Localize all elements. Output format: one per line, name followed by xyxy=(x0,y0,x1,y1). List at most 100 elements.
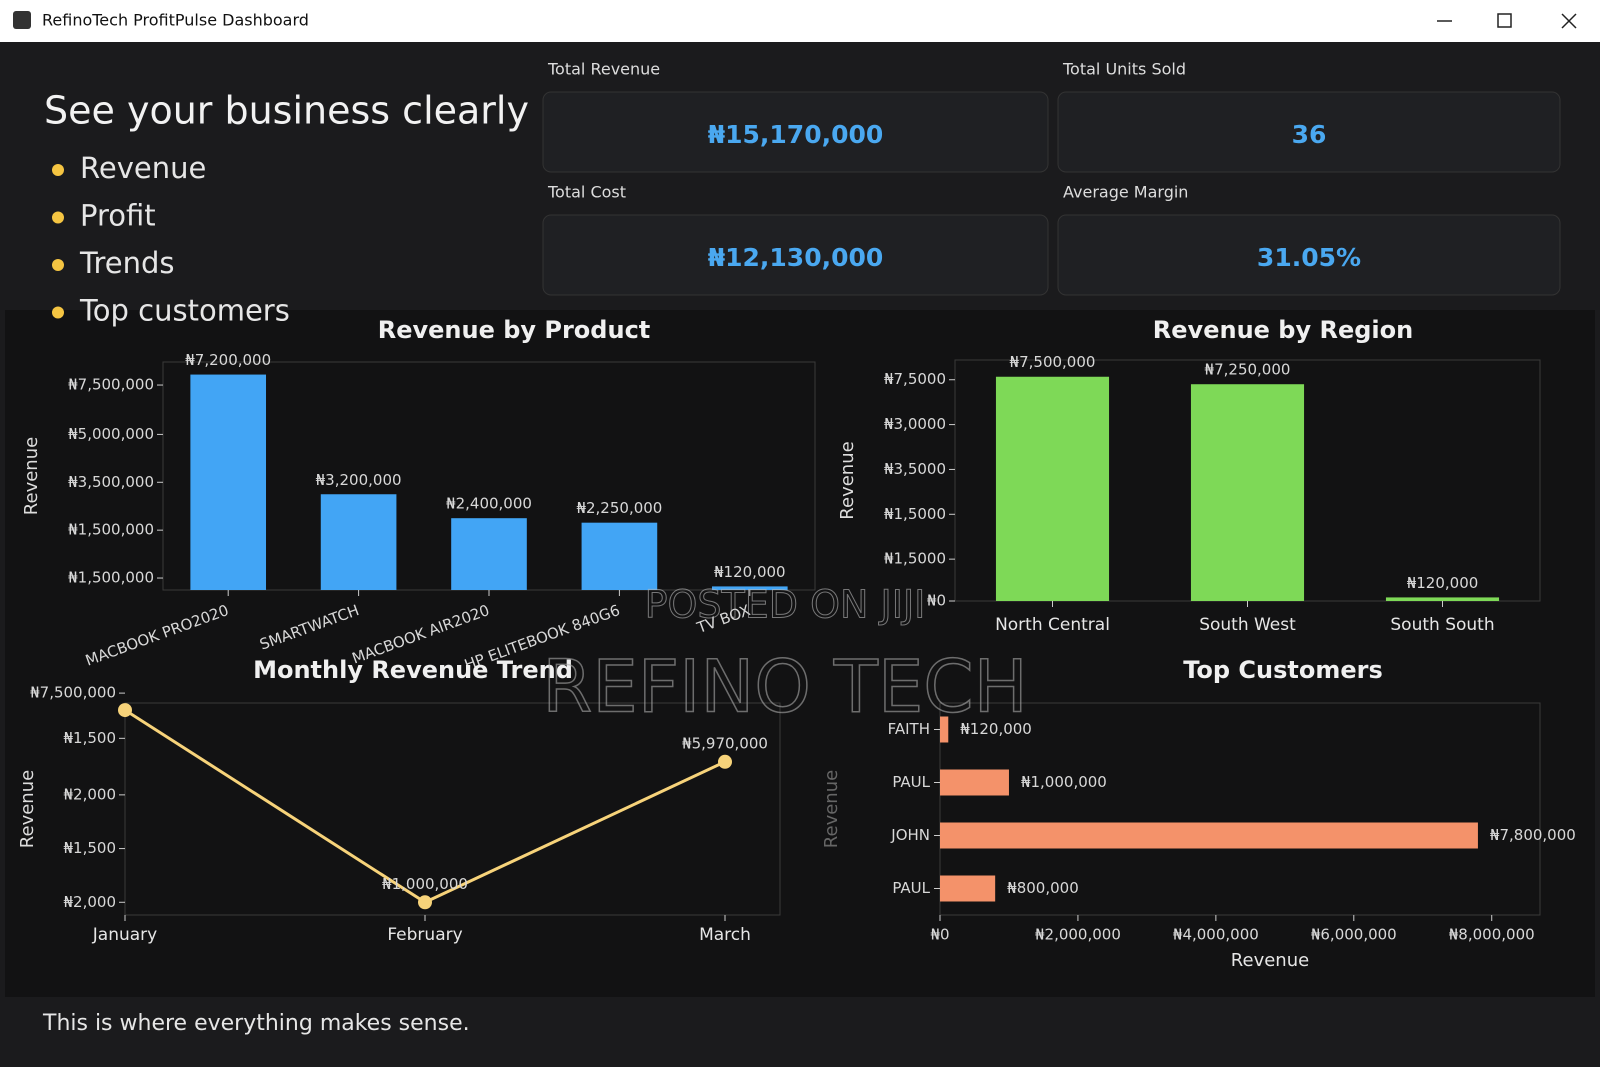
x-tick-label: North Central xyxy=(995,615,1110,635)
y-tick-label: ₦3,5000 xyxy=(884,460,946,478)
bullet-item: Profit xyxy=(80,199,156,233)
y-tick-label: ₦7,500,000 xyxy=(68,376,154,394)
bar xyxy=(940,875,996,902)
bar xyxy=(190,374,267,590)
kpi-value: 31.05% xyxy=(1257,243,1361,272)
charts-panel xyxy=(5,310,1595,997)
x-tick-label: ₦2,000,000 xyxy=(1035,926,1121,944)
kpi-card xyxy=(1057,214,1561,296)
bar xyxy=(1190,384,1305,601)
bar xyxy=(320,494,397,590)
y-tick-label: PAUL xyxy=(892,773,930,791)
watermark: REFINO TECH xyxy=(542,645,1027,729)
x-tick-label: ₦8,000,000 xyxy=(1449,926,1535,944)
x-tick-label: ₦0 xyxy=(930,926,949,944)
bullet-dot xyxy=(52,211,64,224)
bullet-dot xyxy=(52,259,64,271)
y-tick-label: ₦1,500,000 xyxy=(68,569,154,587)
data-label: ₦7,200,000 xyxy=(185,351,271,369)
y-tick-label: ₦0 xyxy=(927,592,946,610)
data-label: ₦1,000,000 xyxy=(1021,773,1107,791)
x-tick-label: South South xyxy=(1390,615,1494,635)
title-bar xyxy=(0,0,1600,42)
bullet-item: Top customers xyxy=(79,294,290,328)
kpi-label: Total Units Sold xyxy=(1062,60,1186,79)
bar xyxy=(940,822,1478,849)
x-tick-label: ₦4,000,000 xyxy=(1173,926,1259,944)
kpi-card xyxy=(542,91,1049,173)
bar xyxy=(995,376,1110,601)
y-tick-label: ₦7,500,000 xyxy=(30,684,116,702)
x-tick-label: ₦6,000,000 xyxy=(1311,926,1397,944)
y-tick-label: ₦3,500,000 xyxy=(68,473,154,491)
point xyxy=(118,703,132,718)
chart-title: Revenue by Region xyxy=(1153,316,1413,344)
x-tick-label: South West xyxy=(1199,615,1296,635)
x-tick-label: March xyxy=(699,925,751,945)
y-tick-label: ₦7,5000 xyxy=(884,370,946,388)
kpi-card xyxy=(1057,91,1561,173)
x-tick-label: January xyxy=(92,925,157,945)
bullet-item: Trends xyxy=(79,246,174,280)
kpi-value: ₦15,170,000 xyxy=(708,120,884,149)
data-label: ₦7,800,000 xyxy=(1490,826,1576,844)
data-label: ₦7,250,000 xyxy=(1205,361,1291,379)
kpi-card xyxy=(542,214,1049,296)
bar xyxy=(1385,597,1500,601)
y-axis-label: Revenue xyxy=(821,770,842,848)
data-label: ₦2,250,000 xyxy=(576,499,662,517)
bar xyxy=(451,518,527,590)
bullet-item: Revenue xyxy=(80,151,206,185)
point xyxy=(718,754,732,769)
y-tick-label: ₦5,000,000 xyxy=(68,425,154,443)
watermark: POSTED ON JIJI xyxy=(645,583,926,627)
bar xyxy=(581,522,658,590)
data-label: ₦120,000 xyxy=(960,720,1032,738)
y-tick-label: ₦1,5000 xyxy=(884,550,946,568)
data-label: ₦2,400,000 xyxy=(446,495,532,513)
bar xyxy=(711,586,788,590)
kpi-label: Total Revenue xyxy=(547,60,660,79)
plot-frame xyxy=(939,702,1541,916)
x-tick-label: February xyxy=(387,925,462,945)
point xyxy=(418,895,432,910)
data-label: ₦5,970,000 xyxy=(682,734,768,752)
data-label: ₦120,000 xyxy=(714,563,786,581)
y-tick-label: FAITH xyxy=(888,720,930,738)
kpi-label: Total Cost xyxy=(547,183,626,202)
y-tick-label: ₦1,500 xyxy=(64,729,117,747)
y-tick-label: JOHN xyxy=(890,826,930,844)
kpi-value: 36 xyxy=(1292,120,1327,149)
y-tick-label: ₦1,500,000 xyxy=(68,521,154,539)
y-tick-label: ₦1,5000 xyxy=(884,505,946,523)
y-tick-label: ₦3,0000 xyxy=(884,415,946,433)
data-label: ₦3,200,000 xyxy=(316,471,402,489)
app-icon xyxy=(13,11,31,29)
bar xyxy=(940,716,949,743)
bar xyxy=(940,769,1009,796)
chart-title: Monthly Revenue Trend xyxy=(253,656,573,684)
window-title: RefinoTech ProfitPulse Dashboard xyxy=(42,11,309,30)
data-label: ₦120,000 xyxy=(1407,574,1479,592)
y-tick-label: ₦2,000 xyxy=(64,893,117,911)
kpi-value: ₦12,130,000 xyxy=(708,243,884,272)
bullet-dot xyxy=(52,164,64,176)
hero-heading: See your business clearly xyxy=(44,89,529,133)
y-tick-label: PAUL xyxy=(892,879,930,897)
y-axis-label: Revenue xyxy=(17,770,38,848)
bullet-dot xyxy=(52,306,64,319)
kpi-label: Average Margin xyxy=(1063,183,1188,202)
chart-title: Revenue by Product xyxy=(378,316,651,344)
data-label: ₦800,000 xyxy=(1007,879,1079,897)
maximize-button[interactable] xyxy=(1497,13,1512,28)
plot-frame xyxy=(124,702,781,916)
y-tick-label: ₦1,500 xyxy=(64,839,117,857)
chart-title: Top Customers xyxy=(1183,656,1383,684)
y-axis-label: Revenue xyxy=(21,437,42,515)
footer-text: This is where everything makes sense. xyxy=(42,1011,470,1036)
data-label: ₦1,000,000 xyxy=(382,875,468,893)
x-axis-label: Revenue xyxy=(1231,950,1309,971)
y-tick-label: ₦2,000 xyxy=(64,785,117,803)
close-button[interactable] xyxy=(1561,13,1577,29)
